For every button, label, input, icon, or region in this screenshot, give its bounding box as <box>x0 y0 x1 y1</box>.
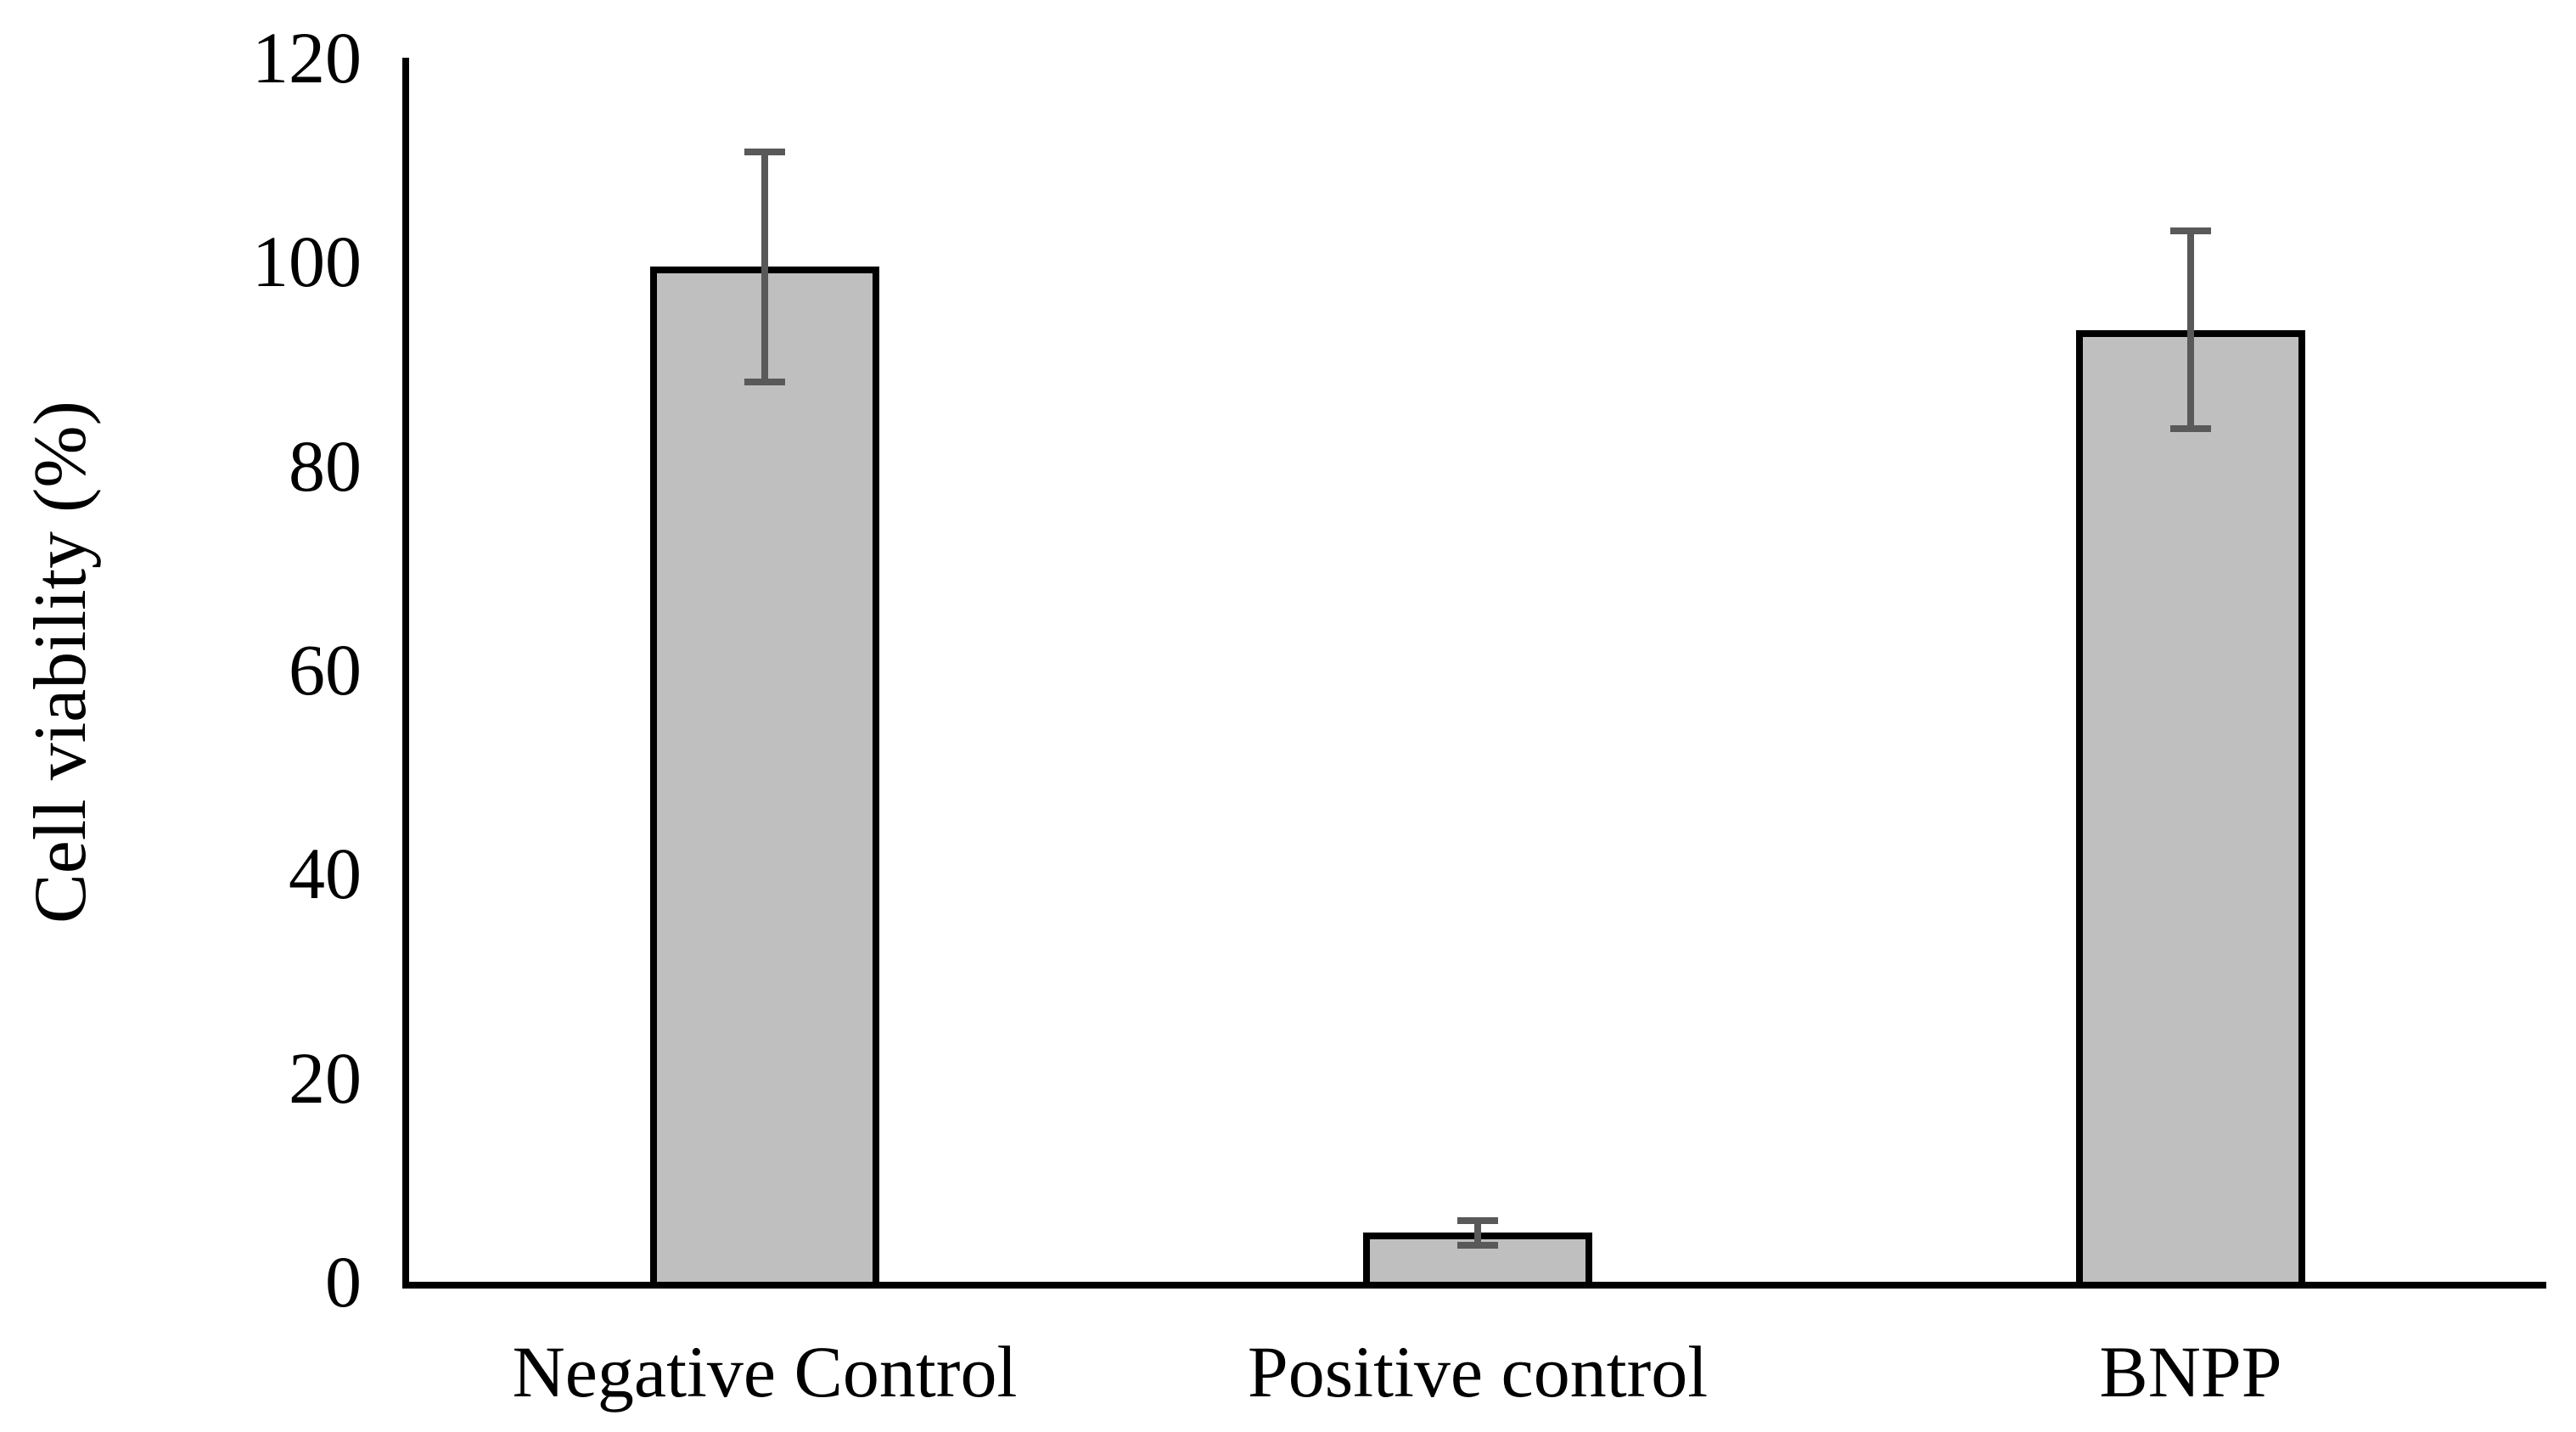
y-tick-label: 20 <box>289 1036 362 1119</box>
y-tick-label: 80 <box>289 424 362 507</box>
error-bar-cap-top <box>1457 1216 1498 1224</box>
error-bar-cap-top <box>2170 227 2211 235</box>
y-tick-label: 0 <box>325 1241 362 1322</box>
error-bar-line <box>2187 231 2194 430</box>
error-bar-line <box>1474 1220 1481 1245</box>
y-tick-label: 120 <box>252 17 362 98</box>
x-category-label: BNPP <box>2099 1331 2282 1412</box>
bar-bnpp <box>2076 329 2305 1282</box>
error-bar-cap-bottom <box>2170 425 2211 433</box>
x-category-label: Negative Control <box>512 1331 1018 1412</box>
y-tick-label: 100 <box>252 221 362 303</box>
y-tick-label: 40 <box>289 833 362 915</box>
y-axis-line <box>402 58 409 1289</box>
error-bar-line <box>761 151 768 383</box>
x-axis-line <box>402 1282 2546 1289</box>
error-bar-cap-bottom <box>744 379 785 386</box>
bar-negative-control <box>650 267 879 1282</box>
error-bar-cap-top <box>744 148 785 155</box>
error-bar-cap-bottom <box>1457 1241 1498 1249</box>
y-tick-label: 60 <box>289 629 362 710</box>
y-axis-title: Cell viability (%) <box>20 401 102 924</box>
x-category-label: Positive control <box>1247 1331 1709 1412</box>
